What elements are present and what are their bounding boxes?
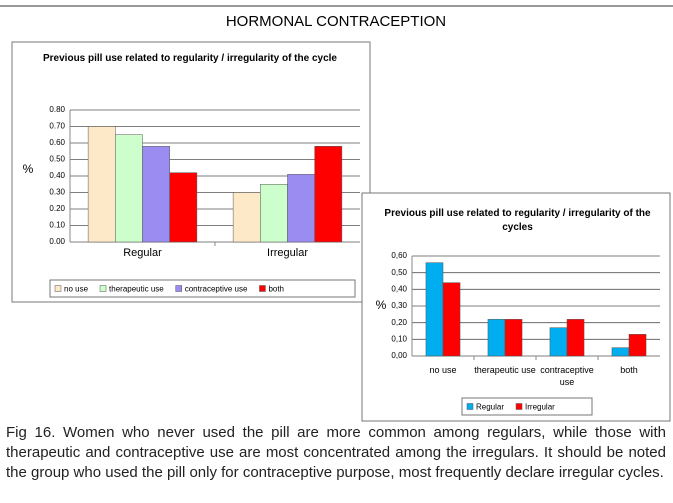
- legend-swatch: [259, 285, 266, 292]
- slide-title: HORMONAL CONTRACEPTION: [226, 13, 446, 30]
- legend-swatch: [515, 403, 523, 410]
- chart-title: Previous pill use related to regularity …: [384, 208, 651, 233]
- legend-swatch: [175, 285, 182, 292]
- chart-frame: [11, 41, 371, 303]
- bar: [549, 327, 568, 357]
- legend-label: both: [268, 285, 284, 294]
- legend-box: [461, 397, 593, 416]
- y-tick-label: 0.00: [49, 237, 65, 246]
- legend-label: contraceptive use: [185, 285, 248, 294]
- bar: [287, 174, 315, 243]
- bar: [87, 126, 116, 243]
- y-tick-label: 0,00: [391, 351, 407, 360]
- y-tick-label: 0.80: [49, 105, 65, 114]
- legend-swatch: [99, 285, 107, 292]
- y-tick-label: 0,60: [391, 251, 407, 260]
- y-axis-label: %: [376, 298, 387, 312]
- y-tick-label: 0,40: [391, 284, 407, 293]
- y-tick-label: 0.10: [49, 221, 65, 230]
- x-tick-label: Regular: [123, 247, 162, 259]
- y-axis-label: %: [23, 162, 34, 176]
- legend-swatch: [466, 403, 474, 410]
- bar: [442, 282, 461, 357]
- legend-swatch: [54, 285, 62, 292]
- bar: [169, 172, 198, 243]
- bar: [611, 347, 630, 357]
- y-tick-label: 0,20: [391, 318, 407, 327]
- y-tick-label: 0.70: [49, 122, 65, 131]
- bar: [115, 134, 143, 243]
- y-tick-label: 0.60: [49, 138, 65, 147]
- legend-label: Regular: [476, 403, 504, 412]
- x-tick-label: Irregular: [267, 247, 308, 259]
- x-tick-label: therapeutic use: [474, 365, 536, 375]
- bar: [504, 319, 523, 357]
- y-tick-label: 0.20: [49, 204, 65, 213]
- x-tick-label: no use: [429, 365, 457, 375]
- y-tick-label: 0.50: [49, 155, 65, 164]
- caption: Fig 16. Women who never used the pill ar…: [6, 424, 666, 481]
- x-tick-label: both: [620, 365, 638, 375]
- y-tick-label: 0,30: [391, 301, 407, 310]
- bar: [260, 184, 288, 243]
- chart-frame: [361, 192, 671, 422]
- bar: [232, 192, 261, 243]
- x-tick-label: contraceptive use: [540, 365, 594, 387]
- legend-label: no use: [64, 285, 89, 294]
- bar: [487, 319, 506, 357]
- y-tick-label: 0.40: [49, 171, 65, 180]
- y-tick-label: 0,50: [391, 268, 407, 277]
- legend-label: therapeutic use: [109, 285, 164, 294]
- chart-title: Previous pill use related to regularity …: [43, 53, 337, 64]
- y-tick-label: 0,10: [391, 334, 407, 343]
- legend-box: [49, 279, 356, 298]
- bar: [425, 262, 444, 357]
- bar: [314, 146, 343, 243]
- bar: [628, 334, 647, 357]
- y-tick-label: 0.30: [49, 188, 65, 197]
- bar: [142, 146, 170, 243]
- bar: [566, 319, 585, 357]
- legend-label: Irregular: [525, 403, 555, 412]
